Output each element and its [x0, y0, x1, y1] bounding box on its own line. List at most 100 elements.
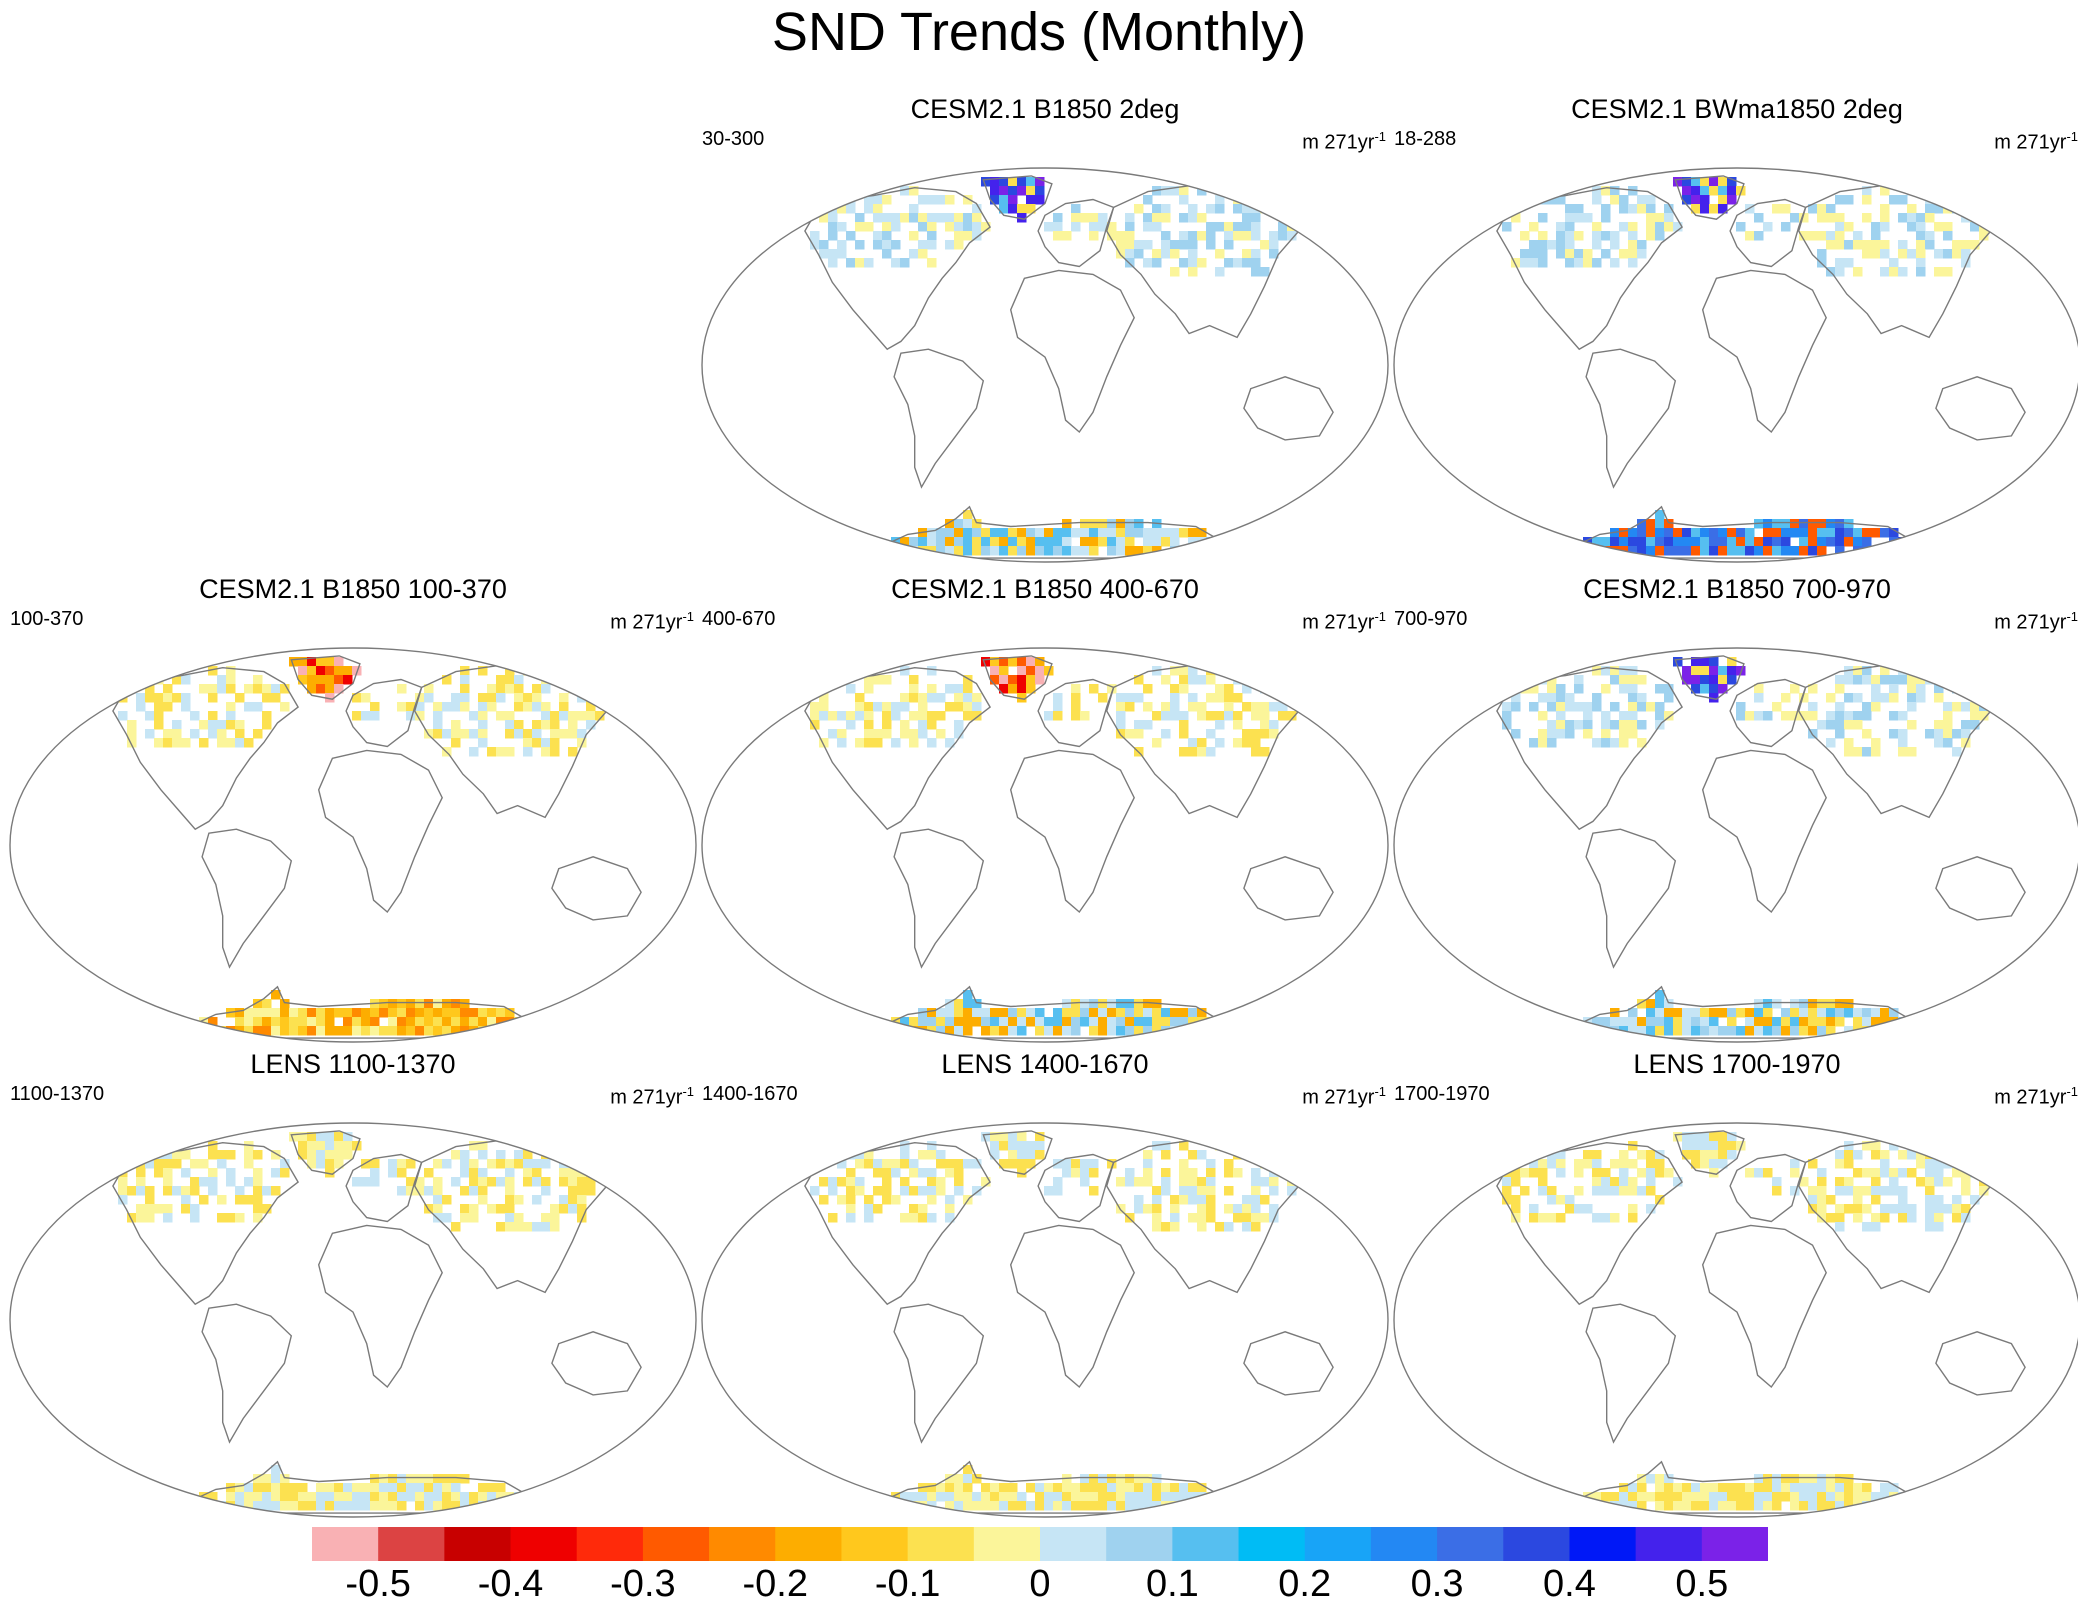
- map-panel-6: LENS 1100-1370 1100-1370 m 271yr-1: [8, 1049, 698, 1518]
- coastline-africa: [1009, 1224, 1135, 1389]
- colorbar-swatch: [510, 1527, 578, 1561]
- coastline-greenland: [1674, 1130, 1745, 1175]
- coastline-south-america: [1585, 828, 1677, 969]
- snow-trend-north-america: [810, 666, 982, 748]
- coastline-europe: [1729, 1153, 1807, 1223]
- snow-trend-europe: [1745, 1159, 1800, 1196]
- coastline-australia: [1243, 856, 1334, 921]
- panel-units-label: m 271yr-1: [610, 1084, 694, 1109]
- map-panel-7: LENS 1400-1670 1400-1670 m 271yr-1: [700, 1049, 1390, 1518]
- colorbar-swatch: [775, 1527, 842, 1561]
- coastline-south-america: [893, 1303, 985, 1444]
- snow-trend-asia: [415, 1141, 614, 1232]
- panel-title: CESM2.1 B1850 400-670: [891, 574, 1199, 604]
- map-canvas: [701, 167, 1389, 563]
- coastline-australia: [1243, 376, 1334, 441]
- colorbar-swatch: [1569, 1527, 1637, 1561]
- panel-units-label: m 271yr-1: [610, 609, 694, 634]
- panel-units-label: m 271yr-1: [1302, 609, 1386, 634]
- snow-trend-greenland: [289, 657, 362, 703]
- coastline-africa: [1701, 749, 1827, 914]
- coastline-south-america: [201, 1303, 293, 1444]
- colorbar-tick-label: 0.5: [1675, 1563, 1729, 1605]
- coastline-europe: [345, 1153, 423, 1223]
- colorbar-swatch: [576, 1527, 644, 1561]
- colorbar-tick-label: -0.5: [345, 1563, 411, 1605]
- map-canvas: [1393, 167, 2078, 563]
- snow-trend-asia: [1799, 666, 1989, 757]
- colorbar-tick-label: 0.4: [1543, 1563, 1596, 1605]
- coastline-africa: [1701, 1224, 1827, 1389]
- coastline-greenland: [982, 655, 1053, 700]
- snow-trend-europe: [1736, 684, 1800, 721]
- coastline-africa: [317, 1224, 443, 1389]
- coastline-north-america: [804, 1141, 992, 1306]
- coastline-north-america: [1496, 186, 1684, 351]
- map-border: [701, 1122, 1389, 1518]
- coastline-north-america: [1496, 666, 1684, 831]
- snow-trend-greenland: [981, 657, 1054, 703]
- coastline-greenland: [982, 1130, 1053, 1175]
- panel-title: LENS 1400-1670: [941, 1049, 1149, 1079]
- coastline-europe: [1729, 678, 1807, 748]
- snow-trend-asia: [1799, 186, 1998, 277]
- map-panel-5: CESM2.1 B1850 700-970 700-970 m 271yr-1: [1392, 574, 2078, 1043]
- coastline-north-america: [1496, 1141, 1684, 1306]
- snow-trend-asia: [415, 666, 614, 757]
- coastline-south-america: [893, 828, 985, 969]
- colorbar-swatch: [1040, 1527, 1107, 1561]
- colorbar-tick-label: -0.2: [742, 1563, 808, 1605]
- colorbar-swatch: [1370, 1527, 1438, 1561]
- map-panel-3: CESM2.1 B1850 100-370 100-370 m 271yr-1: [8, 574, 698, 1043]
- colorbar-tick-label: 0.3: [1410, 1563, 1464, 1605]
- coastline-greenland: [290, 655, 361, 700]
- coastline-south-america: [1585, 348, 1677, 489]
- snow-trend-asia: [1116, 666, 1306, 757]
- snow-trend-north-america: [1502, 1141, 1683, 1223]
- colorbar-swatch: [973, 1527, 1041, 1561]
- colorbar-swatch: [1437, 1527, 1504, 1561]
- panel-title: LENS 1700-1970: [1633, 1049, 1841, 1079]
- panel-title: CESM2.1 B1850 100-370: [199, 574, 507, 604]
- coastline-north-america: [804, 186, 992, 351]
- panel-title: CESM2.1 BWma1850 2deg: [1571, 94, 1903, 124]
- colorbar-tick-label: 0: [1029, 1563, 1051, 1605]
- map-border: [9, 647, 697, 1043]
- snow-trend-antarctica: [873, 510, 1225, 556]
- map-panel-8: LENS 1700-1970 1700-1970 m 271yr-1: [1392, 1049, 2078, 1518]
- coastline-australia: [1935, 856, 2026, 921]
- colorbar-tick-label: -0.1: [874, 1563, 941, 1605]
- panel-range-label: 1700-1970: [1394, 1083, 1490, 1105]
- coastline-australia: [551, 1331, 642, 1396]
- coastline-north-america: [804, 666, 992, 831]
- snow-trend-north-america: [1502, 186, 1683, 268]
- snow-trend-europe: [1736, 204, 1800, 241]
- snow-trend-europe: [352, 684, 416, 721]
- panel-range-label: 1400-1670: [702, 1083, 798, 1105]
- coastline-south-america: [1585, 1303, 1677, 1444]
- coastline-europe: [1729, 198, 1807, 268]
- coastline-europe: [345, 678, 423, 748]
- colorbar-tick-label: 0.1: [1145, 1563, 1199, 1605]
- panel-units-label: m 271yr-1: [1302, 1084, 1386, 1109]
- coastline-europe: [1037, 198, 1115, 268]
- coastline-south-america: [893, 348, 985, 489]
- coastline-greenland: [982, 175, 1053, 220]
- snow-trend-greenland: [1673, 177, 1746, 214]
- coastline-australia: [551, 856, 642, 921]
- map-border: [1393, 1122, 2078, 1518]
- colorbar-swatch: [1635, 1527, 1703, 1561]
- coastline-australia: [1935, 1331, 2026, 1396]
- panel-range-label: 100-370: [10, 608, 84, 630]
- snow-trend-greenland: [1673, 657, 1746, 703]
- coastline-europe: [1037, 678, 1115, 748]
- map-border: [1393, 167, 2078, 563]
- panel-title: CESM2.1 B1850 700-970: [1583, 574, 1891, 604]
- coastline-greenland: [1674, 175, 1745, 220]
- colorbar-swatch: [378, 1527, 445, 1561]
- panel-units-label: m 271yr-1: [1302, 129, 1386, 154]
- map-canvas: [701, 1122, 1389, 1518]
- coastline-australia: [1243, 1331, 1334, 1396]
- colorbar-swatch: [1172, 1527, 1240, 1561]
- colorbar-swatch: [444, 1527, 512, 1561]
